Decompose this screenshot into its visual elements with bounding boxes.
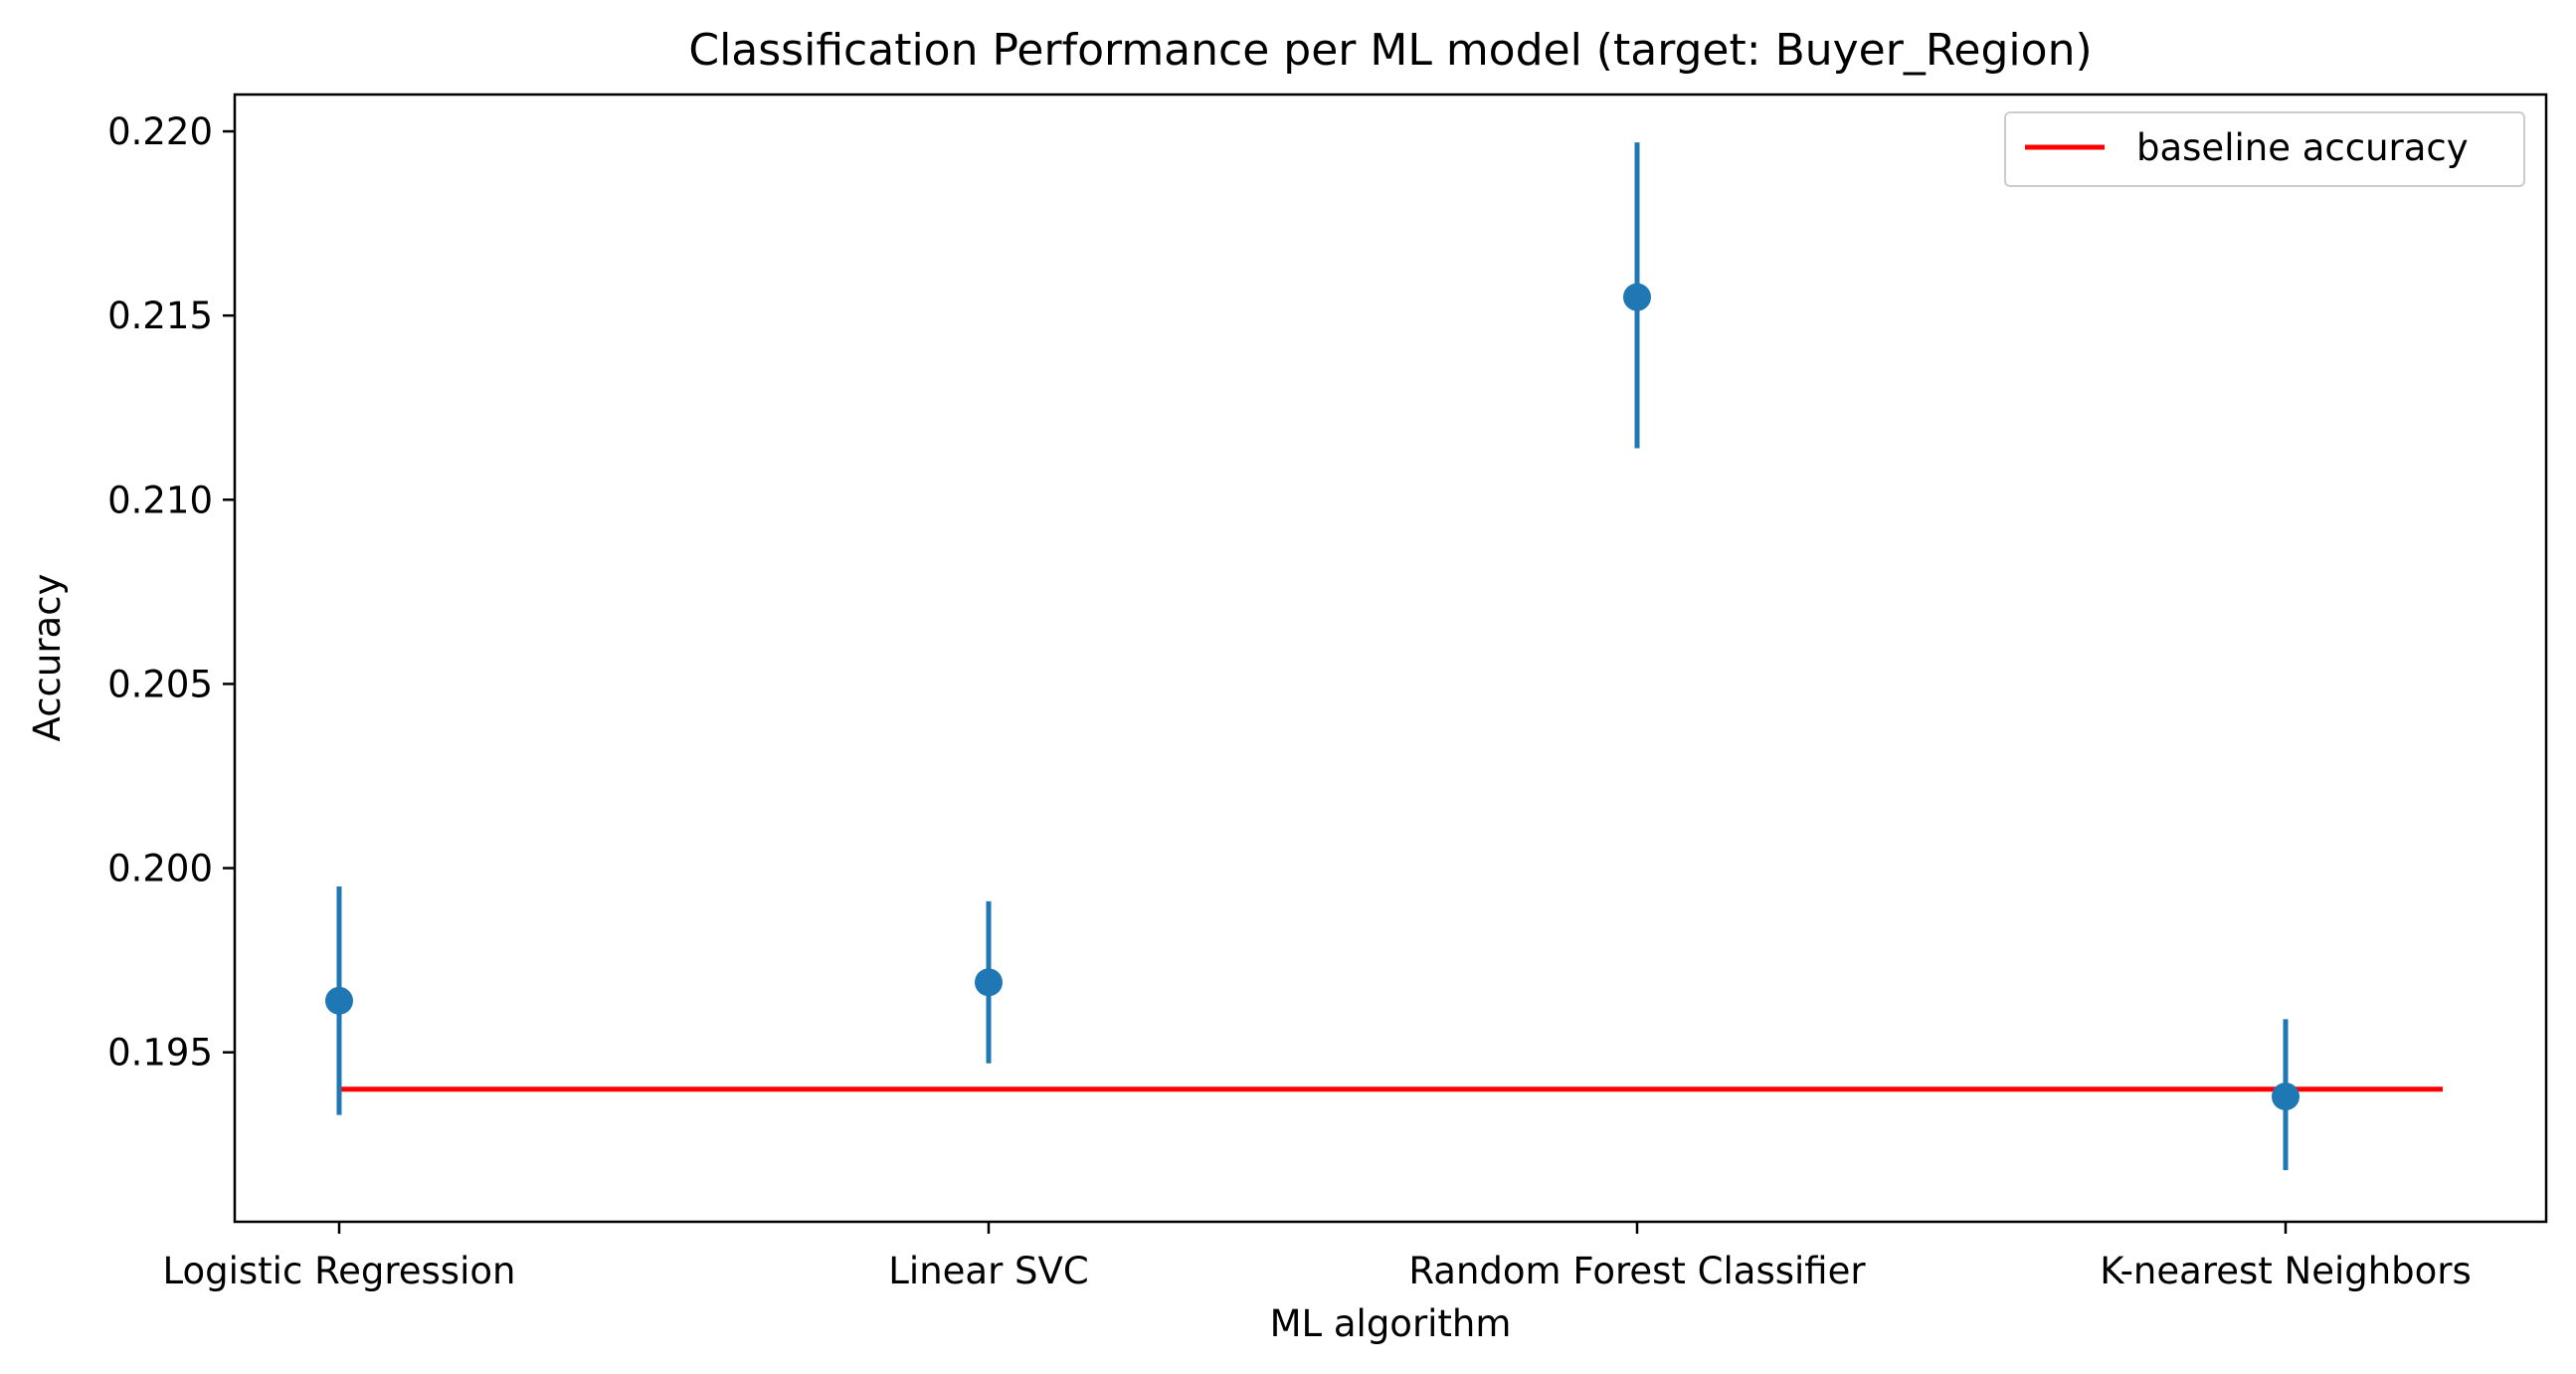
x-tick-label: Random Forest Classifier — [1408, 1250, 1866, 1292]
x-tick-label: Linear SVC — [888, 1250, 1088, 1292]
y-tick-label: 0.195 — [107, 1032, 213, 1075]
x-axis: Logistic Regression Linear SVC Random Fore… — [163, 1222, 2472, 1292]
y-tick-label: 0.210 — [107, 479, 213, 521]
legend: baseline accuracy — [2005, 112, 2524, 186]
legend-label-baseline: baseline accuracy — [2136, 126, 2469, 169]
y-axis-label: Accuracy — [26, 574, 69, 742]
x-tick-label: Logistic Regression — [163, 1250, 516, 1292]
data-point — [975, 968, 1003, 996]
y-tick-label: 0.200 — [107, 848, 213, 890]
data-point — [2272, 1082, 2300, 1110]
y-tick-label: 0.220 — [107, 110, 213, 153]
chart-title: Classification Performance per ML model … — [688, 25, 2092, 76]
y-tick-label: 0.205 — [107, 663, 213, 705]
y-tick-label: 0.215 — [107, 294, 213, 337]
data-point — [1623, 284, 1651, 311]
data-point — [325, 987, 353, 1015]
x-axis-label: ML algorithm — [1270, 1302, 1512, 1345]
plot-frame — [235, 95, 2546, 1222]
data-marks — [325, 142, 2300, 1170]
x-tick-label: K-nearest Neighbors — [2100, 1250, 2472, 1292]
y-axis: 0.195 0.200 0.205 0.210 0.215 0.220 — [107, 110, 235, 1075]
